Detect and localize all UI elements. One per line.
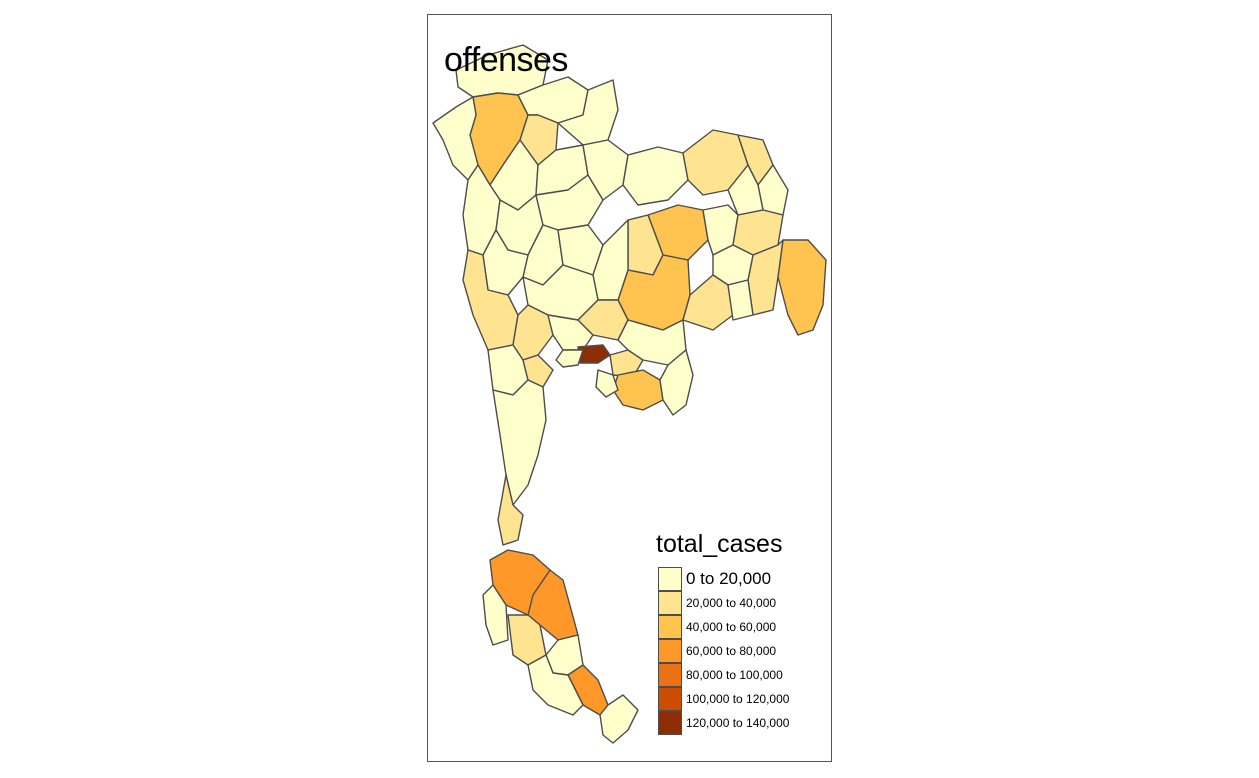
legend-label: 20,000 to 40,000 bbox=[686, 596, 777, 610]
province bbox=[577, 344, 611, 364]
thailand-choropleth-map bbox=[432, 44, 827, 744]
legend-item: 0 to 20,000 bbox=[658, 567, 789, 591]
legend-swatch bbox=[658, 639, 682, 663]
province bbox=[599, 694, 639, 744]
province bbox=[492, 379, 547, 506]
legend-item: 100,000 to 120,000 bbox=[658, 687, 789, 711]
province bbox=[609, 349, 644, 378]
legend-label: 80,000 to 100,000 bbox=[686, 668, 783, 682]
legend-label: 0 to 20,000 bbox=[686, 569, 772, 588]
legend-item: 60,000 to 80,000 bbox=[658, 639, 789, 663]
legend-swatch bbox=[658, 615, 682, 639]
province bbox=[727, 279, 754, 321]
legend-title: total_cases bbox=[656, 530, 783, 558]
province bbox=[622, 146, 689, 206]
province bbox=[497, 474, 524, 546]
province bbox=[682, 274, 734, 331]
province bbox=[482, 584, 509, 646]
province bbox=[659, 349, 694, 416]
legend-swatch bbox=[658, 567, 682, 591]
legend-swatch bbox=[658, 663, 682, 687]
province bbox=[727, 164, 764, 216]
legend-label: 120,000 to 140,000 bbox=[686, 716, 790, 730]
legend-item: 80,000 to 100,000 bbox=[658, 663, 789, 687]
map-title: offenses bbox=[444, 41, 568, 79]
legend-label: 60,000 to 80,000 bbox=[686, 644, 777, 658]
legend: total_cases 0 to 20,000 20,000 to 40,000… bbox=[656, 530, 789, 735]
province bbox=[432, 96, 479, 181]
province bbox=[555, 349, 584, 368]
legend-item: 20,000 to 40,000 bbox=[658, 591, 789, 615]
legend-item: 120,000 to 140,000 bbox=[658, 711, 789, 735]
legend-swatch bbox=[658, 687, 682, 711]
legend-swatch bbox=[658, 591, 682, 615]
legend-label: 40,000 to 60,000 bbox=[686, 620, 777, 634]
legend-label: 100,000 to 120,000 bbox=[686, 692, 790, 706]
province bbox=[595, 369, 619, 398]
province bbox=[527, 654, 584, 716]
province bbox=[522, 354, 554, 388]
legend-item: 40,000 to 60,000 bbox=[658, 615, 789, 639]
map-frame: offenses total_cases 0 to 20,000 20,000 … bbox=[427, 14, 832, 762]
province bbox=[612, 369, 664, 411]
province bbox=[777, 239, 827, 336]
legend-swatch bbox=[658, 711, 682, 735]
